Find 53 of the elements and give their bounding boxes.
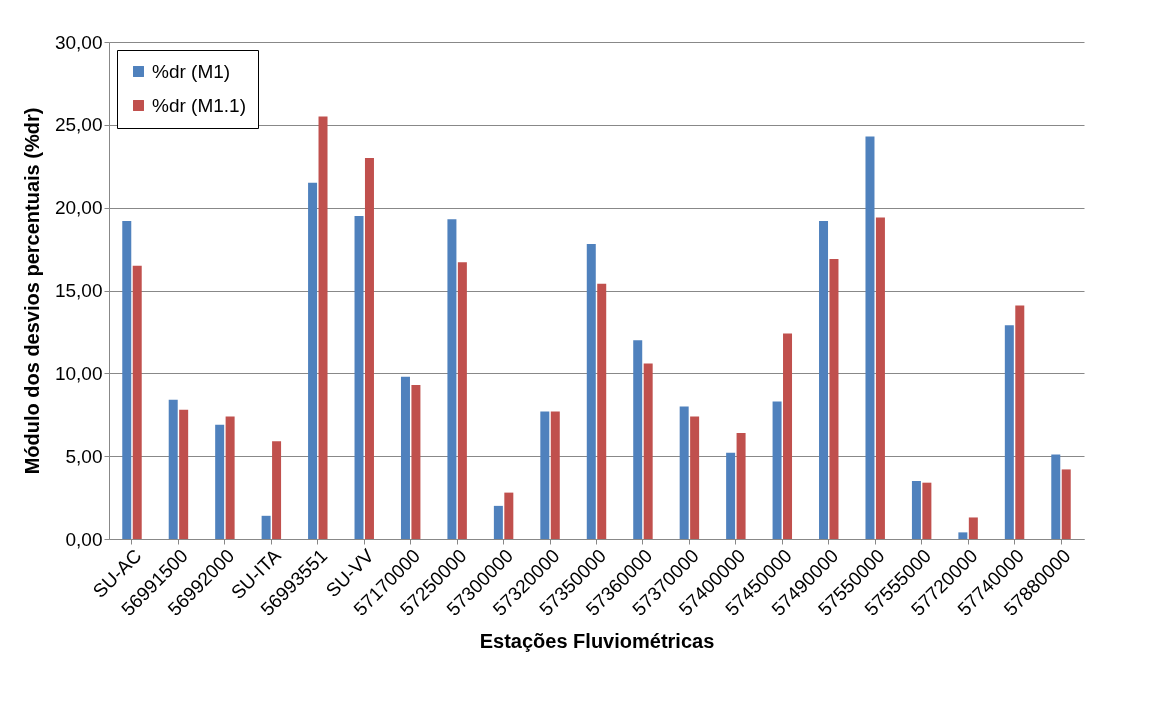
bar xyxy=(1051,454,1061,539)
bar xyxy=(1004,325,1014,539)
bar xyxy=(215,424,225,539)
bar xyxy=(1015,305,1025,539)
bar xyxy=(829,259,839,539)
bar xyxy=(132,265,142,539)
bar xyxy=(272,441,282,539)
y-tick-label: 0,00 xyxy=(65,528,103,550)
bar xyxy=(597,283,607,539)
bar xyxy=(911,481,921,539)
bar xyxy=(540,411,550,539)
bar xyxy=(679,406,689,539)
bar xyxy=(783,333,793,539)
bar xyxy=(690,416,700,539)
bar xyxy=(447,219,457,539)
bar xyxy=(354,215,364,539)
y-tick-label: 20,00 xyxy=(54,197,103,219)
bar xyxy=(736,432,746,539)
y-tick-label: 10,00 xyxy=(54,362,103,384)
bar xyxy=(308,182,318,539)
bar xyxy=(168,399,178,539)
bar xyxy=(364,157,374,539)
bar xyxy=(411,384,421,539)
legend-label: %dr (M1.1) xyxy=(152,94,246,116)
bar xyxy=(726,452,736,539)
bar xyxy=(772,401,782,539)
bar xyxy=(550,411,560,539)
bar xyxy=(968,517,978,539)
bar xyxy=(586,244,596,539)
legend-label: %dr (M1) xyxy=(152,60,231,82)
bar xyxy=(922,482,932,539)
bar xyxy=(958,532,968,539)
bar xyxy=(633,340,643,539)
y-tick-label: 15,00 xyxy=(54,280,103,301)
y-tick-label: 25,00 xyxy=(54,114,103,136)
bar xyxy=(179,409,189,539)
bar xyxy=(457,262,467,539)
x-axis-title: Estações Fluviométricas xyxy=(479,629,715,652)
bar xyxy=(1061,469,1071,539)
bar xyxy=(318,116,328,539)
bar xyxy=(493,505,503,539)
bar xyxy=(261,515,271,539)
y-axis-title: Módulo dos desvios percentuais (%dr) xyxy=(20,107,43,475)
bar xyxy=(225,416,235,539)
bar xyxy=(400,376,410,539)
bar xyxy=(643,363,653,539)
bar xyxy=(875,217,885,539)
bar xyxy=(122,220,132,539)
bar xyxy=(819,220,829,539)
bar xyxy=(865,136,875,539)
y-tick-label: 30,00 xyxy=(54,31,103,53)
bar xyxy=(504,492,514,539)
y-tick-label: 5,00 xyxy=(65,445,103,467)
